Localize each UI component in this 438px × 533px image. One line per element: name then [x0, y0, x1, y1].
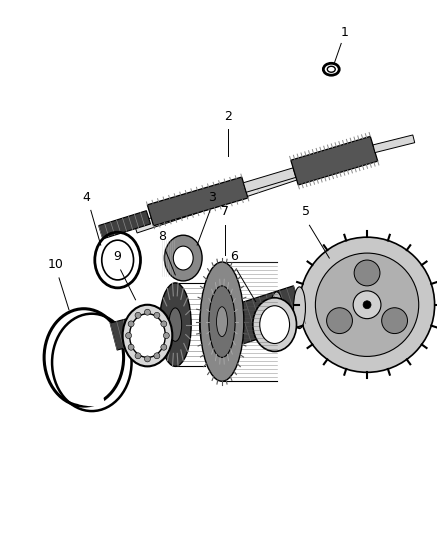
Circle shape [145, 356, 150, 362]
Text: 7: 7 [221, 205, 229, 219]
Text: 4: 4 [82, 191, 90, 204]
Ellipse shape [216, 307, 227, 336]
Text: 3: 3 [208, 191, 216, 204]
Ellipse shape [209, 286, 235, 358]
Ellipse shape [173, 246, 193, 270]
Polygon shape [373, 135, 415, 152]
Circle shape [128, 344, 134, 350]
Polygon shape [110, 311, 163, 350]
Ellipse shape [169, 308, 182, 341]
Circle shape [145, 309, 150, 315]
Text: 5: 5 [303, 205, 311, 219]
Circle shape [154, 312, 160, 318]
Polygon shape [232, 286, 306, 344]
Ellipse shape [200, 304, 211, 345]
Circle shape [161, 321, 167, 327]
Circle shape [300, 237, 434, 373]
Circle shape [154, 353, 160, 359]
Circle shape [126, 333, 131, 338]
Polygon shape [99, 211, 151, 239]
Text: 9: 9 [114, 250, 122, 263]
Text: 8: 8 [159, 230, 166, 243]
Circle shape [161, 344, 167, 350]
Wedge shape [73, 358, 95, 399]
Ellipse shape [102, 240, 134, 280]
Text: 10: 10 [48, 258, 64, 271]
Circle shape [163, 333, 170, 338]
Polygon shape [291, 136, 378, 185]
Text: 1: 1 [340, 27, 348, 39]
Ellipse shape [123, 305, 172, 366]
Ellipse shape [269, 292, 284, 351]
Circle shape [128, 321, 134, 327]
Circle shape [354, 260, 380, 286]
Circle shape [135, 353, 141, 359]
Wedge shape [81, 362, 102, 404]
Ellipse shape [260, 306, 290, 343]
Circle shape [363, 301, 371, 309]
Ellipse shape [293, 287, 305, 329]
Ellipse shape [253, 298, 297, 351]
Text: 2: 2 [224, 110, 232, 123]
Circle shape [327, 308, 353, 334]
Circle shape [353, 291, 381, 319]
Ellipse shape [130, 314, 165, 358]
Ellipse shape [200, 262, 244, 381]
Polygon shape [134, 166, 311, 233]
Ellipse shape [159, 283, 191, 366]
Circle shape [315, 253, 419, 357]
Polygon shape [147, 177, 248, 226]
Circle shape [135, 312, 141, 318]
Ellipse shape [164, 235, 202, 281]
Polygon shape [244, 168, 296, 192]
Circle shape [381, 308, 407, 334]
Text: 6: 6 [230, 250, 238, 263]
